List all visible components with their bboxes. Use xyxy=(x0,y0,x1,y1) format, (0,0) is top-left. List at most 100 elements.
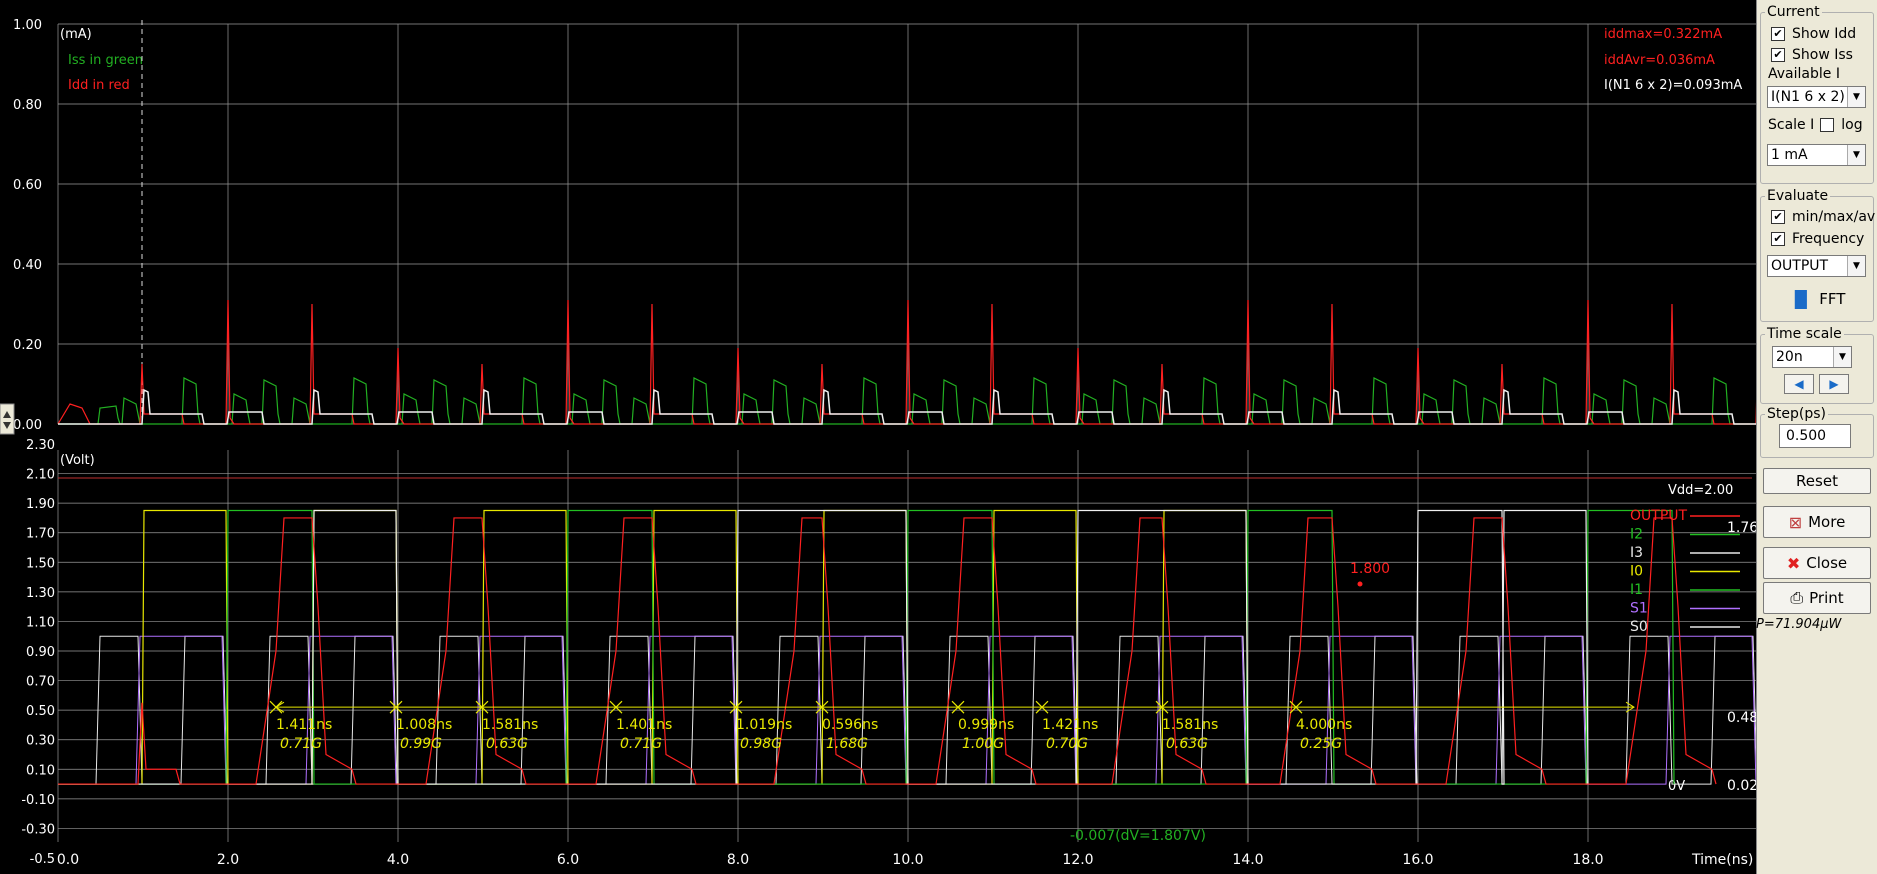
signal-label: I2 xyxy=(1630,527,1643,543)
current-y-axis: 1.00 0.80 0.60 0.40 0.20 0.00 xyxy=(13,18,42,433)
y-tick-label: 0.00 xyxy=(13,418,42,433)
power-readout: P=71.904µW xyxy=(1756,617,1842,632)
available-current-select[interactable]: I(N1 6 x 2) ▼ xyxy=(1767,86,1866,108)
available-label: Available I xyxy=(1768,66,1840,82)
chevron-down-icon: ▼ xyxy=(1833,347,1851,367)
x-tick-label: 14.0 xyxy=(1232,852,1263,868)
cursor-bottom-value: -0.007(dV=1.807V) xyxy=(1070,828,1206,844)
y-tick-label: 0.70 xyxy=(26,675,55,690)
time-scale-select[interactable]: 20n ▼ xyxy=(1772,346,1852,368)
show-idd-checkbox[interactable]: ✔ Show Idd xyxy=(1771,26,1856,42)
print-button[interactable]: ⎙ Print xyxy=(1763,582,1871,614)
y-tick-label: 0.90 xyxy=(26,645,55,660)
frequency-label: 0.99G xyxy=(400,736,442,752)
cursor-marker[interactable] xyxy=(1357,581,1363,587)
period-label: 1.581ns xyxy=(482,717,538,733)
x-tick-label: 6.0 xyxy=(557,852,579,868)
plot-splitter[interactable] xyxy=(0,403,15,435)
cursor-value: 1.800 xyxy=(1350,561,1390,577)
checkbox-checked-icon: ✔ xyxy=(1771,210,1785,224)
signal-label: S0 xyxy=(1630,619,1648,635)
control-panel: Current ✔ Show Idd ✔ Show Iss Available … xyxy=(1756,0,1877,874)
period-label: 0.596ns xyxy=(822,717,878,733)
right-value-2: 0.48 xyxy=(1727,710,1756,726)
frequency-label: 0.98G xyxy=(740,736,782,752)
printer-icon: ⎙ xyxy=(1790,588,1804,607)
y-tick-label: 0.60 xyxy=(13,178,42,193)
scale-label: Scale I xyxy=(1768,117,1815,133)
log-checkbox[interactable] xyxy=(1820,118,1835,132)
more-button[interactable]: ⊠ More xyxy=(1763,506,1871,538)
scale-select[interactable]: 1 mA ▼ xyxy=(1767,144,1866,166)
measurement-marker xyxy=(1289,700,1303,714)
signal-label: S1 xyxy=(1630,601,1648,617)
y-tick-label: 0.10 xyxy=(26,763,55,778)
close-icon: ✖ xyxy=(1786,553,1801,573)
minmax-checkbox[interactable]: ✔ min/max/av xyxy=(1771,209,1875,225)
measurement-marker xyxy=(609,700,623,714)
frequency-label: 1.68G xyxy=(826,736,868,752)
available-current-value: I(N1 6 x 2) xyxy=(1771,89,1845,105)
log-label: log xyxy=(1841,117,1863,133)
close-button[interactable]: ✖ Close xyxy=(1763,547,1871,579)
vdd-label: Vdd=2.00 xyxy=(1668,483,1733,498)
iss-legend: Iss in green xyxy=(68,53,143,68)
signal-label: I0 xyxy=(1630,564,1643,580)
measurement-start-arrow xyxy=(275,701,285,713)
current-group: Current xyxy=(1760,4,1874,184)
x-tick-label: 2.0 xyxy=(217,852,239,868)
reset-button[interactable]: Reset xyxy=(1763,468,1871,494)
time-scale-value: 20n xyxy=(1776,349,1803,365)
iss-waveform xyxy=(58,377,1756,425)
y-tick-label: -0.10 xyxy=(21,793,55,808)
y-tick-label: 2.10 xyxy=(26,468,55,483)
y-tick-label: 1.90 xyxy=(26,497,55,512)
signal-legend: OUTPUT I2 I3 I0 I1 S1 S0 xyxy=(1630,508,1740,635)
frequency-label: 0.71G xyxy=(280,736,322,752)
step-group: Step(ps) xyxy=(1760,406,1874,458)
period-label: 1.401ns xyxy=(616,717,672,733)
OUTPUT-waveform xyxy=(58,517,1717,785)
frequency-label: 1.00G xyxy=(962,736,1004,752)
fft-button[interactable]: ▐▌ FFT xyxy=(1769,285,1865,313)
x-tick-label: 16.0 xyxy=(1402,852,1433,868)
voltage-waveforms xyxy=(58,509,1756,785)
show-iss-checkbox[interactable]: ✔ Show Iss xyxy=(1771,47,1853,63)
measurement-marker xyxy=(951,700,965,714)
y-tick-label: 0.80 xyxy=(13,98,42,113)
chevron-down-icon: ▼ xyxy=(1847,256,1865,276)
zero-volt-label: 0V xyxy=(1668,779,1685,794)
evaluate-signal-select[interactable]: OUTPUT ▼ xyxy=(1767,255,1866,277)
signal-label: I3 xyxy=(1630,545,1643,561)
measurement-marker xyxy=(729,700,743,714)
show-idd-label: Show Idd xyxy=(1792,26,1857,42)
frequency-label: 0.25G xyxy=(1300,736,1342,752)
period-label: 1.421ns xyxy=(1042,717,1098,733)
iddavr-stat: iddAvr=0.036mA xyxy=(1604,53,1715,68)
fft-label: FFT xyxy=(1819,290,1846,308)
x-tick-label: 10.0 xyxy=(892,852,923,868)
y-tick-label: 1.30 xyxy=(26,586,55,601)
signal-label: I1 xyxy=(1630,582,1643,598)
voltage-y-axis: 2.30 2.10 1.90 1.70 1.50 1.30 1.10 0.90 0.70 0.50… xyxy=(21,438,55,867)
checkbox-checked-icon: ✔ xyxy=(1771,27,1785,41)
waveform-plot-area[interactable]: 1.00 0.80 0.60 0.40 0.20 0.00 (mA) Iss in gre… xyxy=(0,0,1756,874)
period-label: 1.019ns xyxy=(736,717,792,733)
y-tick-label: 0.50 xyxy=(26,704,55,719)
right-value-1: 1.76 xyxy=(1727,520,1756,536)
time-scale-right-button[interactable]: ▶ xyxy=(1819,374,1849,394)
measurement-marker xyxy=(1155,700,1169,714)
step-title: Step(ps) xyxy=(1767,406,1826,422)
y-tick-label: -0.5 xyxy=(30,852,55,867)
frequency-checkbox[interactable]: ✔ Frequency xyxy=(1771,231,1864,247)
time-scale-left-button[interactable]: ◀ xyxy=(1784,374,1814,394)
print-label: Print xyxy=(1809,589,1844,607)
measurement-marker xyxy=(389,700,403,714)
y-tick-label: 0.20 xyxy=(13,338,42,353)
y-tick-label: 1.10 xyxy=(26,615,55,630)
signal-label: OUTPUT xyxy=(1630,508,1688,524)
measurement-end-arrow xyxy=(1625,701,1635,713)
step-input[interactable]: 0.500 xyxy=(1779,424,1851,448)
period-label: 1.008ns xyxy=(396,717,452,733)
x-tick-label: 4.0 xyxy=(387,852,409,868)
